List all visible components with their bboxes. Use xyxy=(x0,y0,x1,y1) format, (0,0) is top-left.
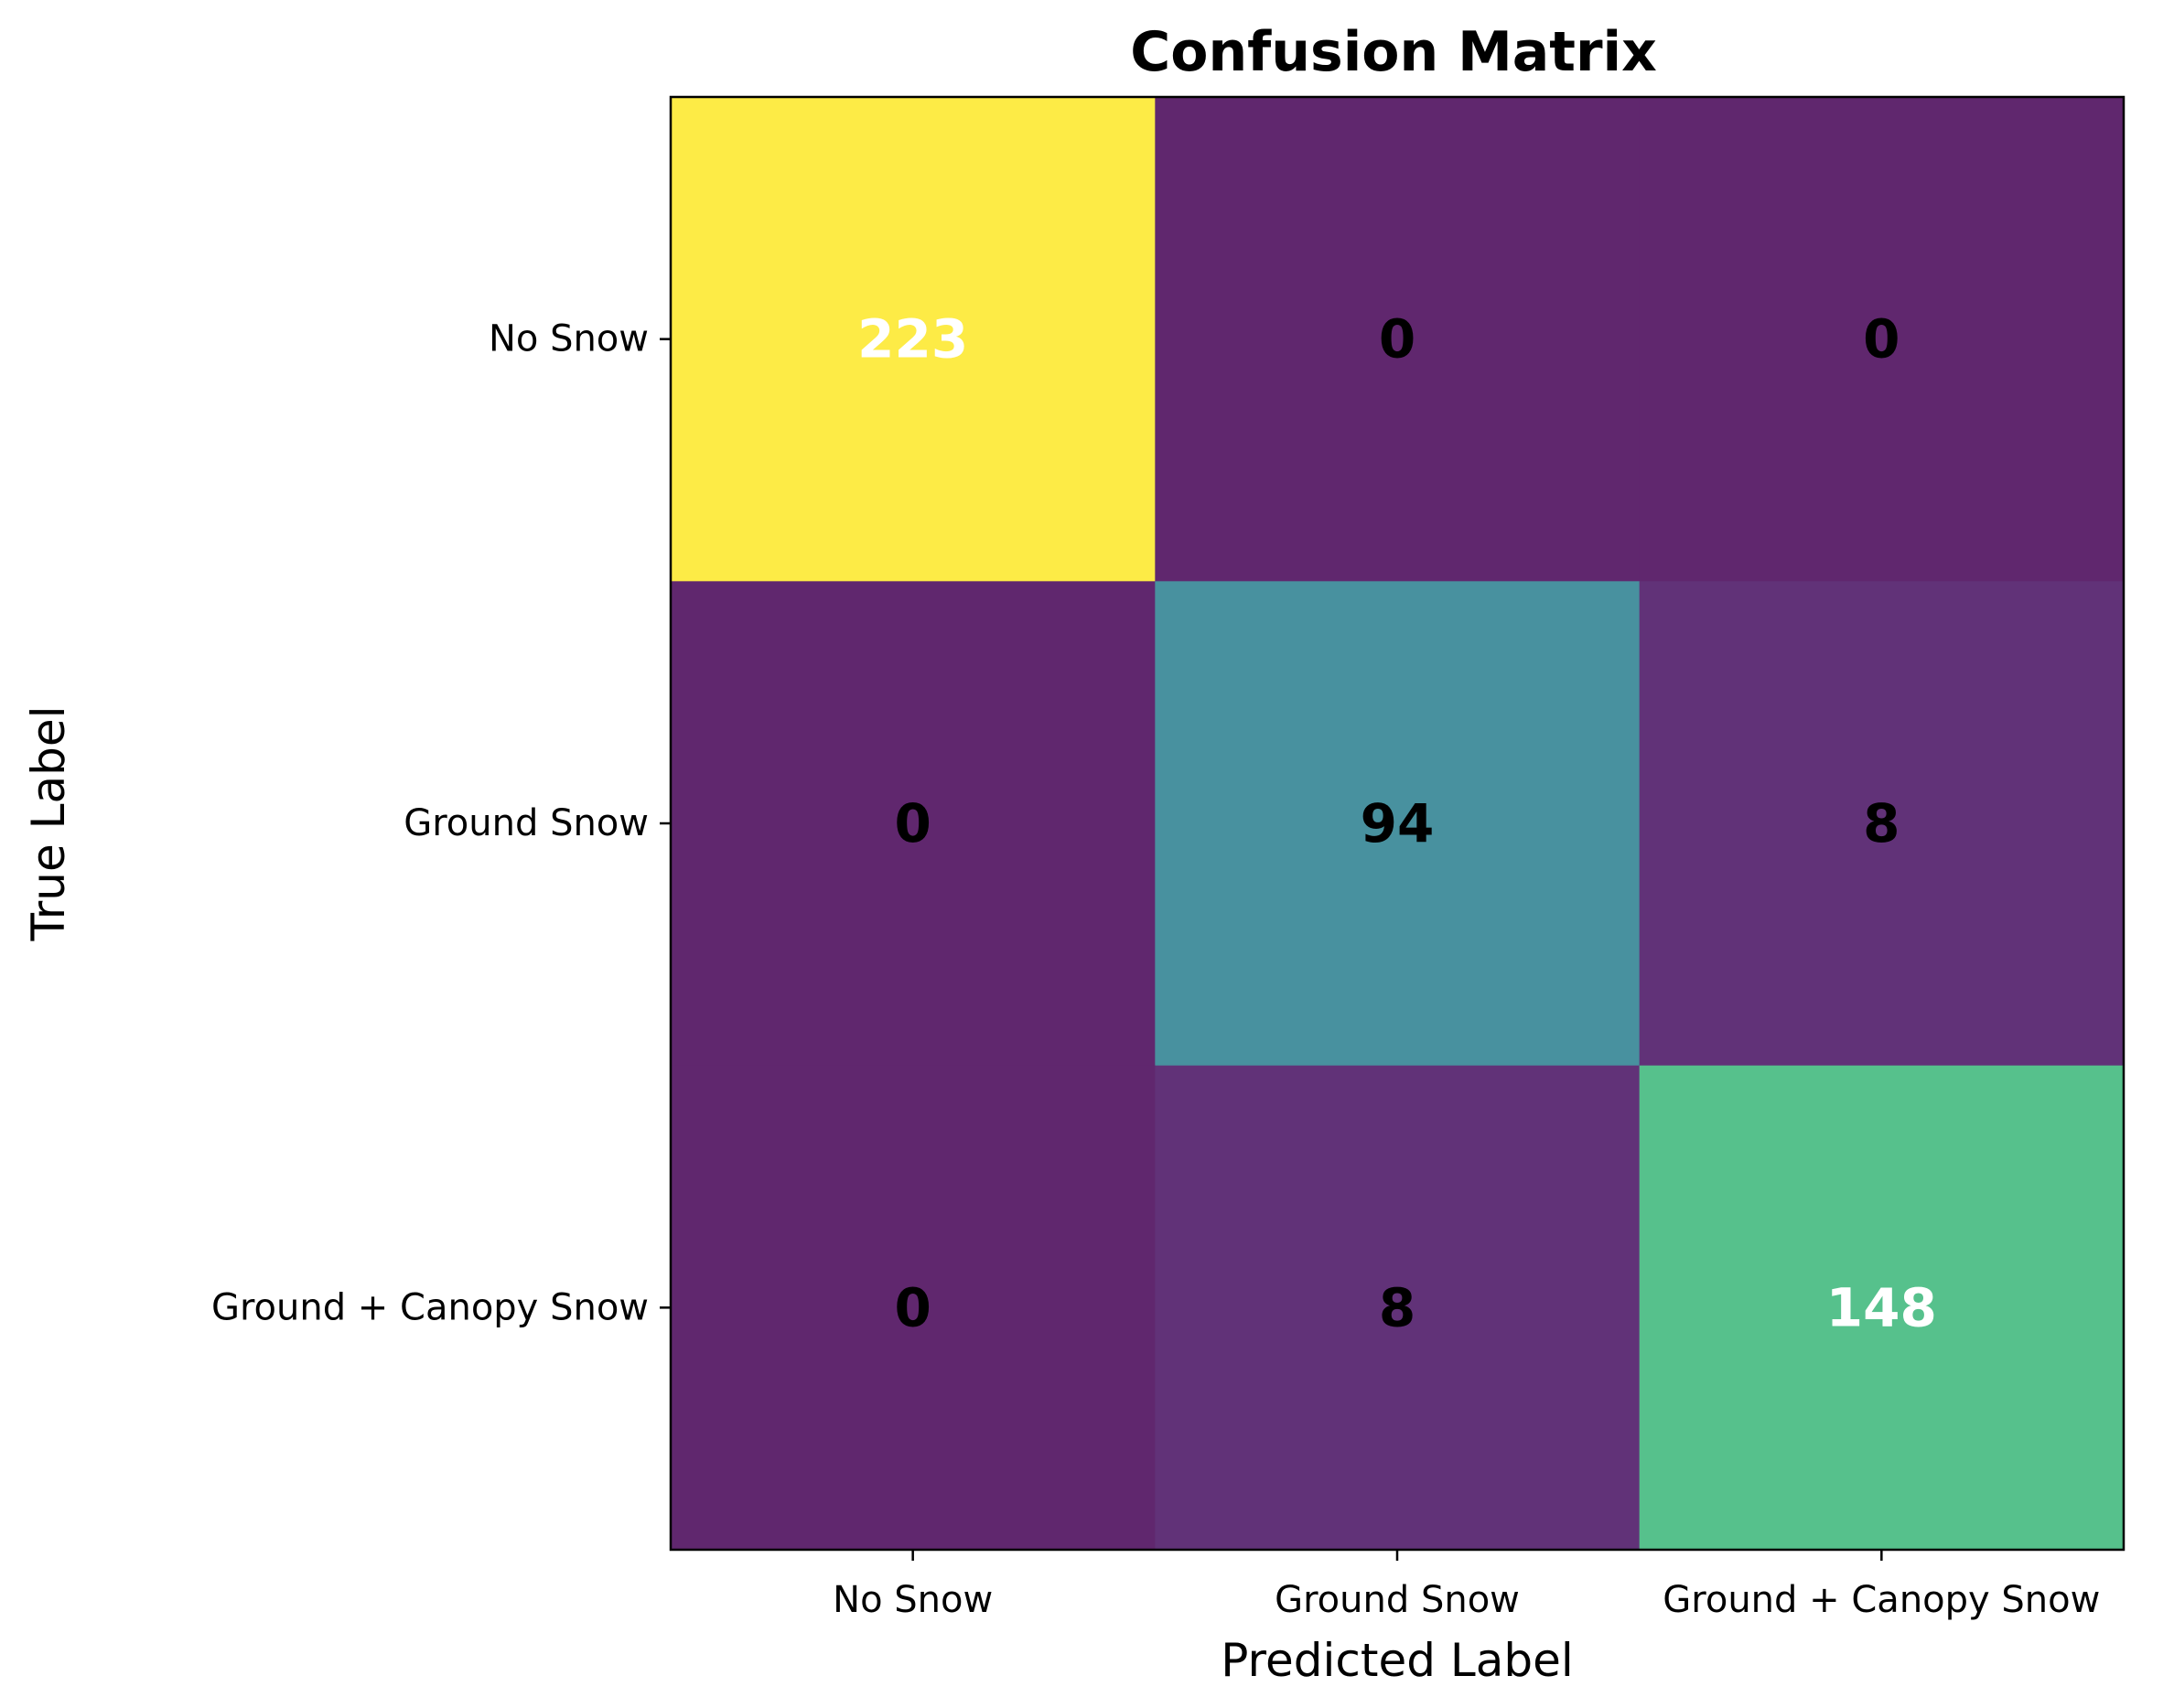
heatmap-cell-r0-c2 xyxy=(1639,97,2125,582)
cell-value-r0-c2: 0 xyxy=(1863,308,1900,371)
y-tick-label: Ground + Canopy Snow xyxy=(211,1286,649,1328)
heatmap-cell-r1-c0 xyxy=(671,581,1156,1067)
y-axis-label: True Label xyxy=(22,706,75,942)
cell-value-r2-c0: 0 xyxy=(894,1276,931,1338)
y-axis-ticks: No Snow Ground Snow Ground + Canopy Snow xyxy=(211,318,671,1328)
cell-value-r0-c0: 223 xyxy=(857,308,968,371)
cell-value-labels: 223 0 0 0 94 8 0 8 148 xyxy=(857,308,1937,1339)
cell-value-r2-c2: 148 xyxy=(1826,1276,1937,1338)
cell-value-r0-c1: 0 xyxy=(1379,308,1415,371)
x-tick-label: Ground + Canopy Snow xyxy=(1663,1579,2100,1621)
heatmap-cell-r0-c0 xyxy=(671,97,1156,582)
heatmap-cells xyxy=(671,97,2125,1551)
chart-title: Confusion Matrix xyxy=(1130,20,1657,84)
cell-value-r1-c0: 0 xyxy=(894,792,931,854)
y-tick-label: No Snow xyxy=(489,318,649,360)
x-tick-label: Ground Snow xyxy=(1275,1579,1520,1621)
x-tick-label: No Snow xyxy=(833,1579,993,1621)
y-tick-label: Ground Snow xyxy=(404,802,649,844)
cell-value-r2-c1: 8 xyxy=(1379,1276,1415,1338)
heatmap-cell-r0-c1 xyxy=(1155,97,1641,582)
cell-value-r1-c2: 8 xyxy=(1863,792,1900,854)
heatmap-cell-r1-c2 xyxy=(1639,581,2125,1067)
x-axis-ticks: No Snow Ground Snow Ground + Canopy Snow xyxy=(833,1550,2100,1621)
heatmap-cell-r2-c2 xyxy=(1639,1065,2125,1551)
cell-value-r1-c1: 94 xyxy=(1361,792,1435,854)
heatmap-cell-r2-c0 xyxy=(671,1065,1156,1551)
heatmap-cell-r2-c1 xyxy=(1155,1065,1641,1551)
heatmap-cell-r1-c1 xyxy=(1155,581,1641,1067)
x-axis-label: Predicted Label xyxy=(1221,1634,1574,1687)
